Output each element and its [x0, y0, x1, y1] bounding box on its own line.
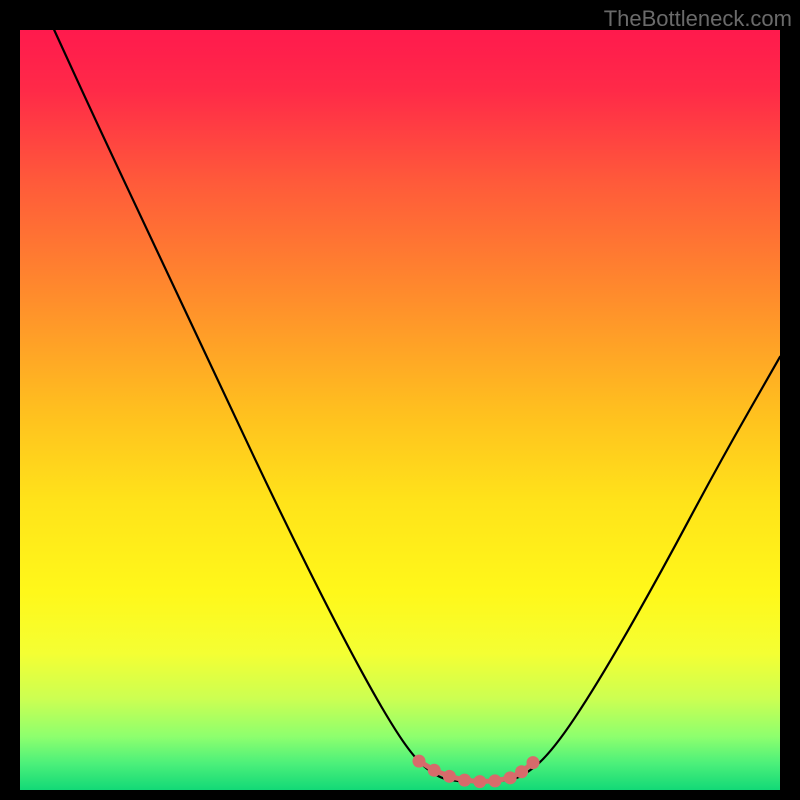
watermark-text: TheBottleneck.com — [604, 6, 792, 32]
bottom-marker-dot — [443, 770, 456, 783]
bottom-marker-dot — [515, 765, 528, 778]
bottom-marker-dot — [458, 774, 471, 787]
plot-background — [20, 30, 780, 790]
bottom-marker-dot — [489, 774, 502, 787]
bottom-marker-dot — [428, 764, 441, 777]
bottom-marker-dot — [504, 771, 517, 784]
chart-canvas: TheBottleneck.com — [0, 0, 800, 800]
bottom-marker-dot — [527, 756, 540, 769]
bottom-marker-dot — [473, 775, 486, 788]
bottom-marker-dot — [413, 755, 426, 768]
bottleneck-curve-chart — [0, 0, 800, 800]
